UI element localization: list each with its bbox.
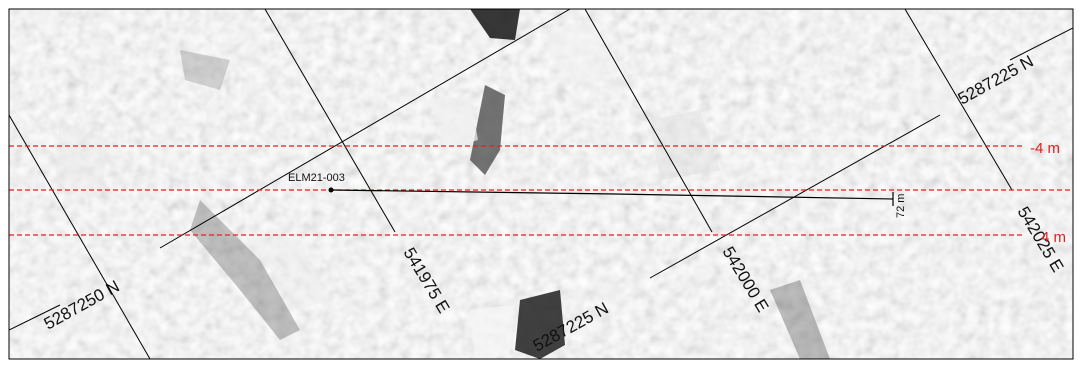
grid-line-easting-541975 <box>264 9 396 233</box>
grid-line-northing-east <box>1009 27 1073 61</box>
grid-line-easting-542025 <box>904 9 1013 191</box>
reference-label-lower: 4 m <box>1041 229 1066 246</box>
drillhole-length-label: 72 m <box>895 194 907 218</box>
grid-line-northing-west <box>9 304 61 331</box>
map-frame <box>8 8 1074 360</box>
utm-grid <box>9 9 1073 359</box>
drillhole-collar-marker[interactable] <box>328 187 334 193</box>
grid-line-northing-5287225 <box>649 114 941 279</box>
reference-label-upper: -4 m <box>1030 140 1060 157</box>
drillhole-name-label: ELM21-003 <box>288 172 345 184</box>
grid-line-easting-541950 <box>9 114 151 359</box>
reference-lines <box>9 145 1073 236</box>
drillhole-trace[interactable] <box>328 187 894 207</box>
grid-line-northing-5287250 <box>159 9 571 249</box>
drillhole-path <box>330 189 894 200</box>
